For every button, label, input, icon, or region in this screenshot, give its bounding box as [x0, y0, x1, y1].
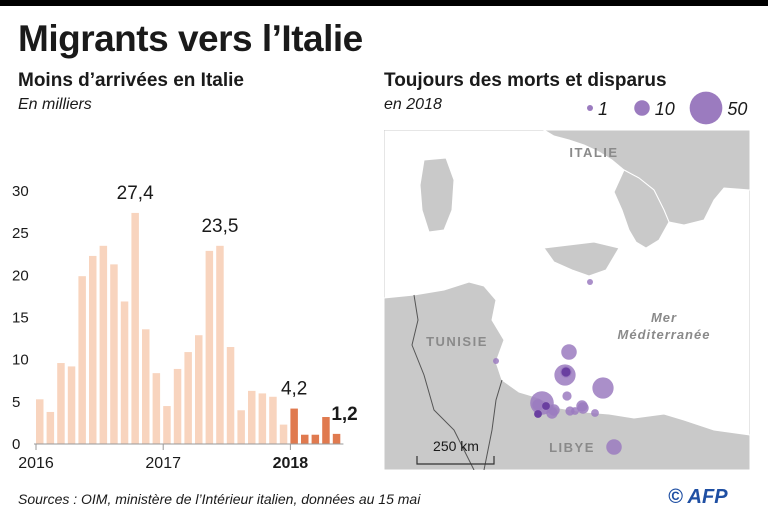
- death-marker-overlap: [561, 367, 571, 377]
- bar: [322, 417, 330, 444]
- bar: [78, 276, 86, 444]
- scale-label: 250 km: [433, 438, 479, 454]
- death-marker: [587, 279, 593, 285]
- sources-note: Sources : OIM, ministère de l’Intérieur …: [18, 491, 421, 507]
- death-markers: [493, 279, 622, 455]
- x-tick-label: 2017: [145, 455, 181, 472]
- data-label: 4,2: [281, 379, 307, 400]
- legend-label: 10: [655, 99, 675, 119]
- bar: [99, 245, 108, 444]
- legend-bubble: [689, 91, 723, 125]
- bar: [290, 408, 298, 444]
- mediterranean-map: ITALIE TUNISIE LIBYE Mer Méditerranée 25…: [384, 130, 750, 470]
- page-title: Migrants vers l’Italie: [18, 18, 363, 59]
- sardinia-land: [419, 157, 455, 233]
- bar: [311, 434, 320, 444]
- y-tick-label: 15: [12, 310, 29, 327]
- scale-bar: [416, 456, 495, 465]
- bar-chart-title: Moins d’arrivées en Italie: [18, 70, 244, 91]
- death-marker: [606, 439, 622, 455]
- bar: [142, 329, 150, 444]
- death-marker: [546, 407, 558, 419]
- legend-bubble: [634, 100, 650, 116]
- bar: [237, 410, 245, 444]
- sicily-land: [543, 241, 620, 277]
- death-marker: [561, 344, 577, 360]
- map-label-mer: Mer: [651, 310, 677, 325]
- y-tick-label: 30: [12, 183, 29, 200]
- y-tick-label: 0: [12, 436, 20, 453]
- bar: [57, 363, 65, 444]
- y-tick-label: 20: [12, 267, 29, 284]
- death-marker: [591, 409, 599, 417]
- bar: [67, 366, 76, 444]
- bar: [46, 411, 55, 444]
- x-tick-label: 2016: [18, 455, 54, 472]
- tunisia-libya-border: [483, 379, 503, 470]
- bar: [216, 245, 224, 444]
- death-marker-overlap: [534, 410, 542, 418]
- bar: [131, 212, 139, 444]
- bar: [195, 335, 203, 444]
- death-marker: [562, 391, 572, 401]
- bar: [258, 393, 267, 444]
- bar: [226, 347, 235, 444]
- map-title: Toujours des morts et disparus: [384, 70, 667, 91]
- bar: [152, 373, 161, 444]
- legend-label: 50: [727, 99, 747, 119]
- bar: [89, 255, 97, 444]
- bar: [205, 250, 214, 444]
- arrivals-bar-chart: 0 5 10 15 20 25 30 2016 2017 2018 27,4 23,5 4,2 1,2: [12, 183, 358, 472]
- bar: [301, 434, 309, 444]
- map-label-tunisie: TUNISIE: [426, 334, 488, 349]
- bar: [173, 368, 182, 444]
- bar: [248, 390, 256, 444]
- bar-chart-unit: En milliers: [18, 96, 92, 113]
- bar: [332, 433, 341, 444]
- death-marker: [532, 399, 544, 411]
- bar: [110, 264, 118, 444]
- bar: [269, 396, 277, 444]
- algeria-tunisia-border: [411, 294, 475, 470]
- bubble-size-legend: 1 10 50: [587, 91, 747, 125]
- italy-boot: [613, 169, 670, 249]
- bar: [163, 406, 171, 444]
- y-tick-label: 25: [12, 225, 29, 242]
- y-tick-label: 10: [12, 352, 29, 369]
- death-marker: [577, 402, 589, 414]
- bar: [36, 399, 44, 444]
- y-tick-label: 5: [12, 394, 20, 411]
- map-label-italie: ITALIE: [569, 145, 618, 160]
- map-label-mediterranee: Méditerranée: [618, 327, 711, 342]
- death-marker-overlap: [542, 402, 550, 410]
- data-label: 27,4: [117, 183, 154, 204]
- data-label: 23,5: [201, 216, 238, 237]
- legend-bubble: [587, 105, 593, 111]
- bar: [279, 424, 288, 444]
- top-rule: [0, 0, 768, 6]
- death-marker: [592, 377, 614, 399]
- bar: [120, 301, 129, 444]
- data-label: 1,2: [331, 404, 357, 425]
- bar: [184, 352, 192, 444]
- afp-logo: © AFP: [668, 486, 728, 508]
- death-marker: [571, 407, 579, 415]
- map-year: en 2018: [384, 96, 442, 113]
- x-tick-label: 2018: [273, 455, 309, 472]
- map-label-libye: LIBYE: [549, 440, 595, 455]
- death-marker: [493, 358, 499, 364]
- legend-label: 1: [598, 99, 608, 119]
